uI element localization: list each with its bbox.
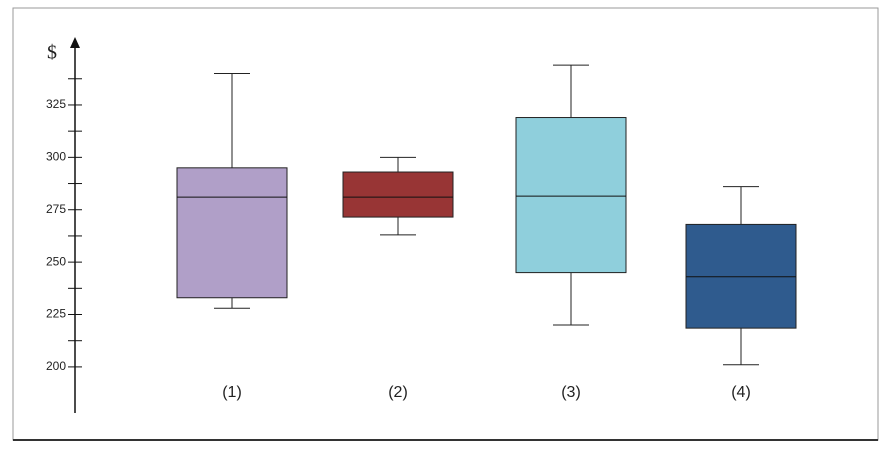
y-axis-label: $ [47, 42, 57, 64]
y-tick-label: 200 [46, 359, 66, 373]
y-tick-label: 225 [46, 307, 66, 321]
x-tick-label: (3) [561, 384, 581, 401]
x-tick-label: (4) [731, 384, 751, 401]
y-axis-arrow [70, 37, 80, 48]
box [685, 223, 797, 329]
box [515, 117, 627, 274]
box [176, 167, 288, 299]
x-tick-label: (2) [388, 384, 408, 401]
y-tick-label: 275 [46, 202, 66, 216]
y-tick-label: 250 [46, 254, 66, 268]
x-tick-label: (1) [222, 384, 242, 401]
y-tick-label: 300 [46, 150, 66, 164]
box [342, 171, 454, 218]
y-tick-label: 325 [46, 97, 66, 111]
